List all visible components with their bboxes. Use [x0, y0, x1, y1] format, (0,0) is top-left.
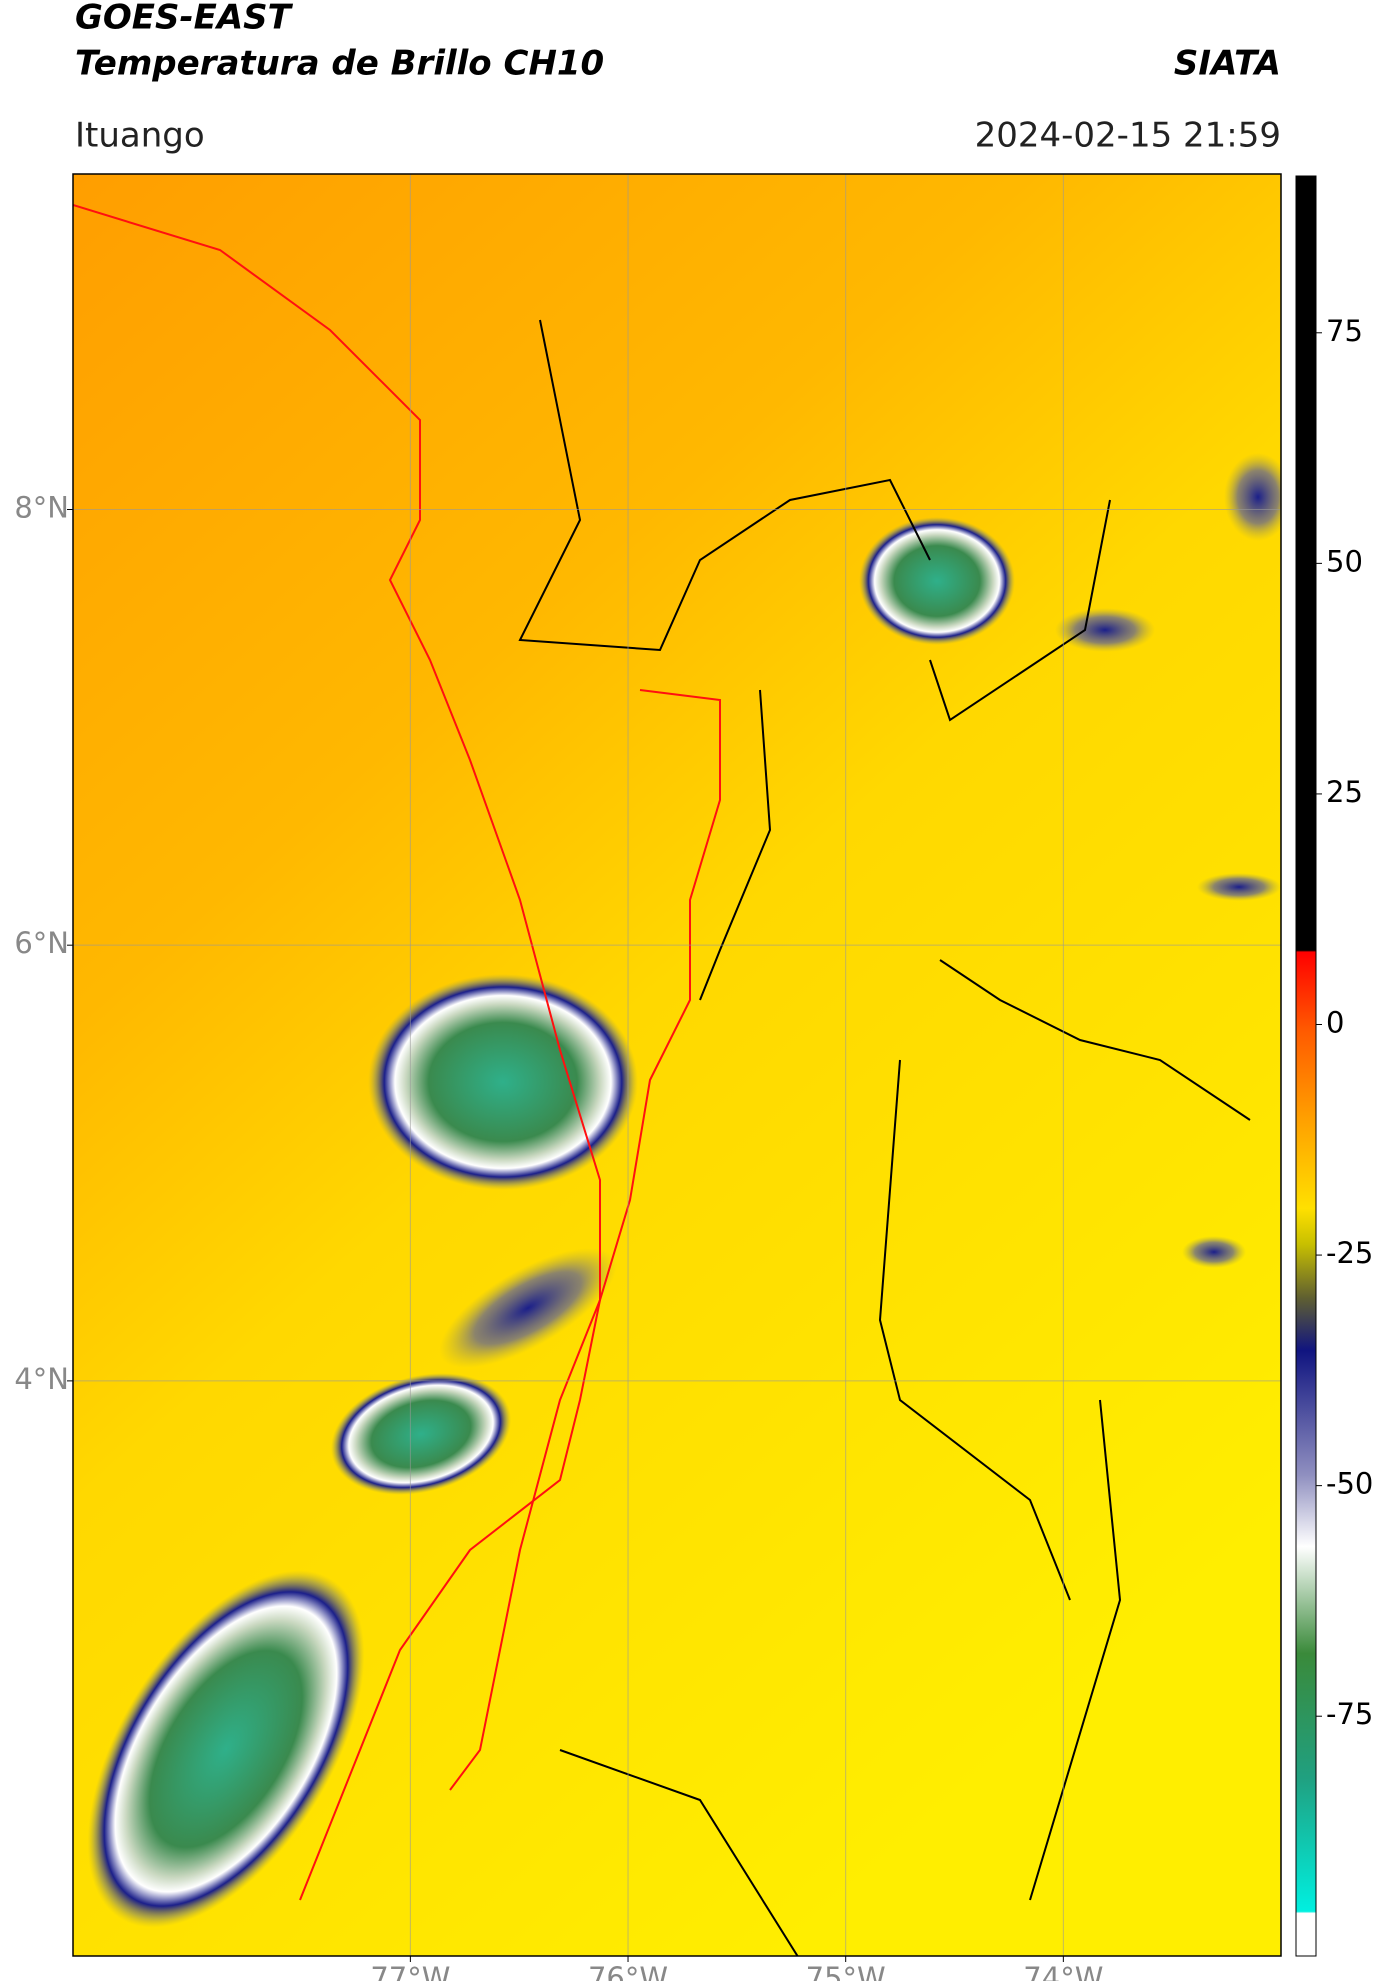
colorbar-label: 50 — [1326, 544, 1363, 578]
x-tick-label: 75°W — [806, 1961, 886, 1981]
admin-border — [518, 319, 1251, 1956]
coastline — [73, 204, 601, 1901]
region-border — [449, 689, 721, 1791]
cloud — [1182, 1236, 1246, 1268]
subtitle: Temperatura de Brillo CH10 — [75, 44, 604, 84]
colorbar-label: 25 — [1326, 775, 1363, 809]
colorbar-label: 0 — [1326, 1005, 1344, 1039]
cloud — [330, 1373, 512, 1495]
x-tick-label: 76°W — [588, 1961, 668, 1981]
colorbar-label: -50 — [1326, 1467, 1373, 1501]
y-tick-label: 4°N — [14, 1362, 69, 1396]
cloud — [1055, 608, 1155, 652]
y-tick-label: 8°N — [14, 490, 69, 524]
y-tick-label: 6°N — [14, 926, 69, 960]
datetime: 2024-02-15 21:59 — [975, 116, 1281, 156]
source: SIATA — [1174, 44, 1281, 84]
cloud — [1224, 453, 1281, 541]
colorbar-label: 75 — [1326, 314, 1363, 348]
colorbar-label: -75 — [1326, 1697, 1373, 1731]
map — [73, 174, 1281, 1956]
cloud — [87, 1570, 365, 1928]
colorbar — [1295, 175, 1317, 1957]
x-tick-label: 77°W — [370, 1961, 450, 1981]
map-frame — [72, 173, 1282, 1957]
cloud — [859, 517, 1015, 645]
x-tick-label: 74°W — [1023, 1961, 1103, 1981]
colorbar-label: -25 — [1326, 1236, 1373, 1270]
cloud — [1197, 873, 1281, 901]
location: Ituango — [75, 116, 205, 156]
grid — [73, 174, 1281, 1956]
cloud — [368, 974, 638, 1190]
title: GOES-EAST — [75, 0, 294, 38]
cloud — [439, 1248, 617, 1368]
